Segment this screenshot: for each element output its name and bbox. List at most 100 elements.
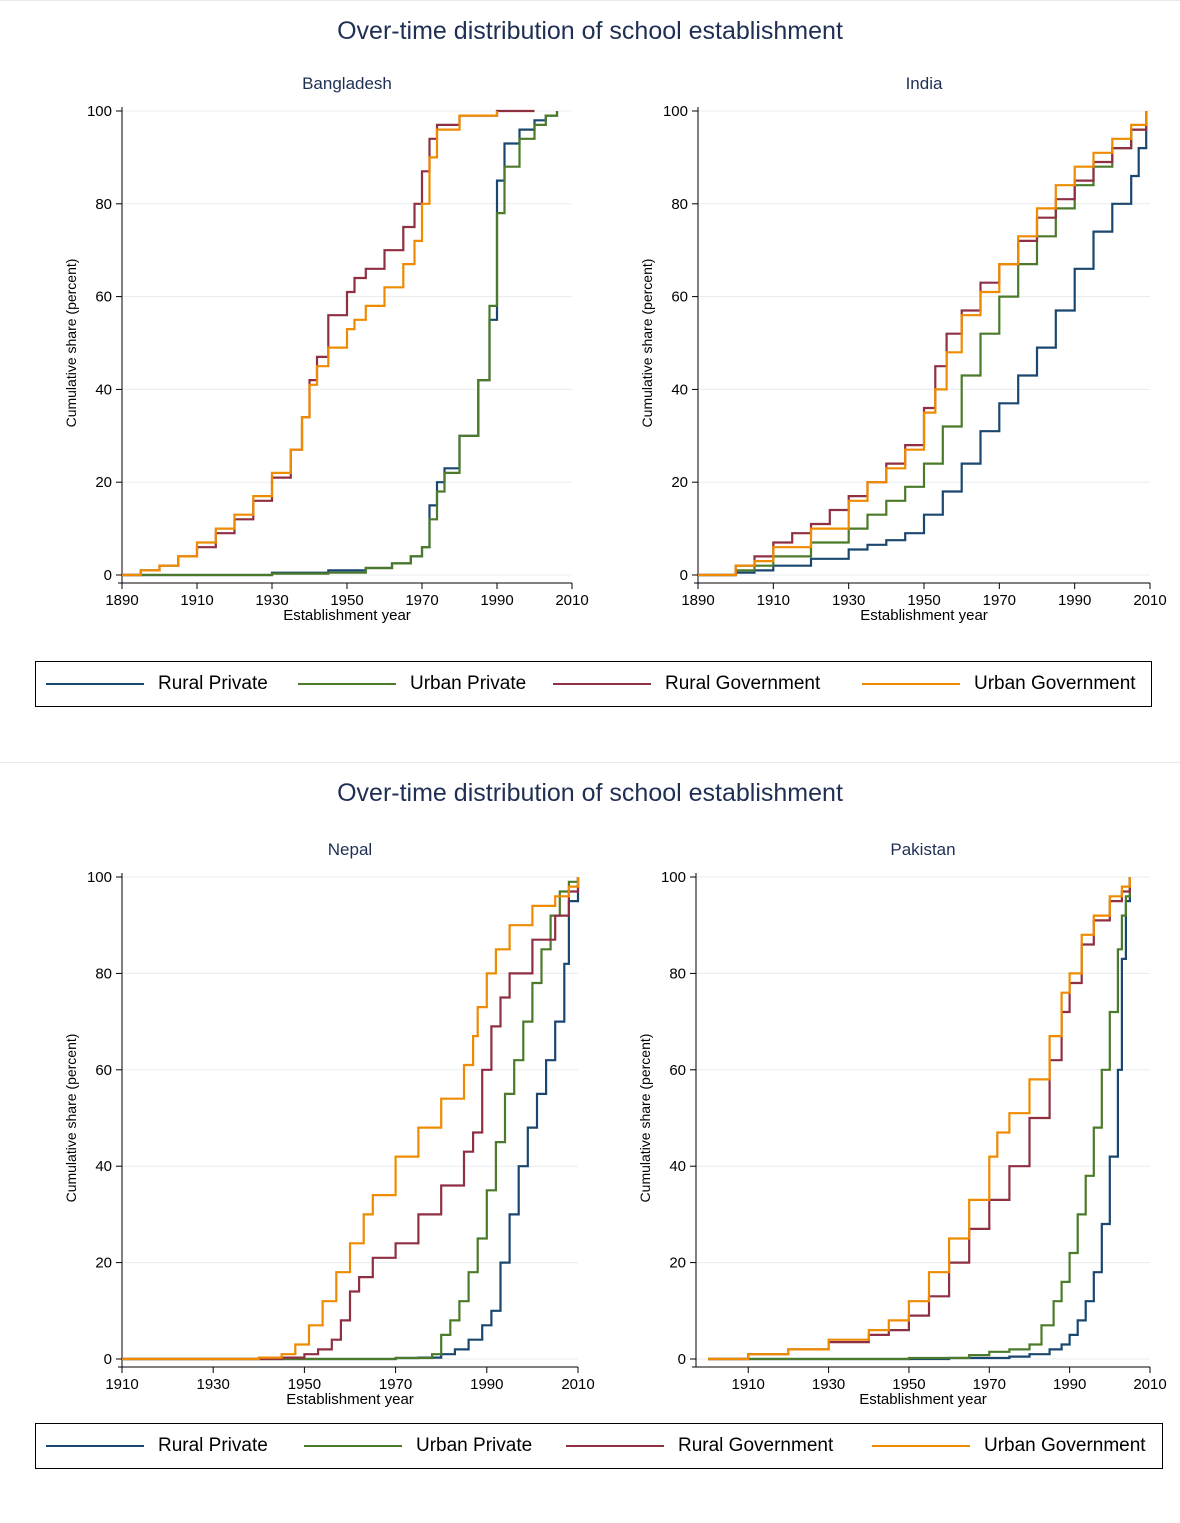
y-tick-label: 100	[661, 869, 686, 886]
y-tick-label: 0	[104, 567, 112, 584]
y-tick-label: 60	[95, 1062, 112, 1079]
panel-nepal: 0 20 40 60 80 100 1910 1930 1950 1970 1990 2010 Nepa…	[63, 840, 595, 1408]
legend-item-rural-government: Rural Government	[566, 1424, 833, 1468]
legend-swatch	[46, 683, 144, 685]
legend-item-rural-government: Rural Government	[553, 662, 820, 706]
y-tick-label: 40	[671, 381, 688, 398]
y-tick-label: 40	[95, 1158, 112, 1175]
series-line-urban-private	[122, 111, 559, 577]
legend-label: Urban Government	[984, 1435, 1146, 1456]
legend-swatch	[46, 1445, 144, 1447]
y-tick-label: 40	[95, 381, 112, 398]
chart-row-bottom: 0 20 40 60 80 100 1910 1930 1950 1970 1990 2010 Nepa…	[63, 840, 1167, 1408]
x-tick-label: 1950	[907, 592, 940, 609]
legend-item-urban-government: Urban Government	[862, 662, 1136, 706]
x-axis-label: Establishment year	[283, 607, 411, 624]
y-tick-label: 0	[680, 567, 688, 584]
legend: Rural Private Urban Private Rural Govern…	[35, 1423, 1163, 1469]
y-tick-label: 80	[95, 965, 112, 982]
y-tick-label: 20	[669, 1255, 686, 1272]
y-tick-label: 60	[669, 1062, 686, 1079]
y-tick-label: 60	[95, 289, 112, 306]
series-line-rural-private	[698, 111, 1148, 577]
x-tick-label: 1970	[379, 1376, 412, 1393]
y-tick-label: 0	[678, 1351, 686, 1368]
x-tick-label: 2010	[1133, 1376, 1166, 1393]
x-tick-label: 1910	[180, 592, 213, 609]
legend-item-rural-private: Rural Private	[46, 1424, 268, 1468]
x-tick-label: 1890	[105, 592, 138, 609]
legend-swatch	[862, 683, 960, 685]
y-axis-label: Cumulative share (percent)	[637, 1034, 653, 1203]
panel-title: India	[906, 74, 943, 93]
x-tick-label: 1930	[812, 1376, 845, 1393]
panel-pakistan: 0 20 40 60 80 100 1910 1930 1950 1970 1990 2010 Paki…	[637, 840, 1167, 1408]
legend-item-urban-private: Urban Private	[298, 662, 526, 706]
x-tick-label: 1970	[405, 592, 438, 609]
series-line-rural-government	[122, 877, 580, 1361]
x-tick-label: 1930	[197, 1376, 230, 1393]
series-line-urban-government	[122, 111, 499, 577]
series-line-rural-government	[698, 111, 1148, 577]
legend-label: Urban Private	[416, 1435, 533, 1456]
y-tick-label: 80	[671, 196, 688, 213]
series-line-urban-government	[122, 877, 580, 1361]
x-tick-label: 1990	[1053, 1376, 1086, 1393]
y-axis-label: Cumulative share (percent)	[639, 259, 655, 428]
x-tick-label: 2010	[555, 592, 588, 609]
legend-item-urban-private: Urban Private	[304, 1424, 532, 1468]
x-axis-label: Establishment year	[859, 1391, 987, 1408]
y-tick-label: 20	[671, 474, 688, 491]
legend-label: Rural Government	[665, 673, 821, 694]
y-tick-label: 80	[669, 965, 686, 982]
x-tick-label: 1930	[255, 592, 288, 609]
figure-title: Over-time distribution of school establi…	[337, 17, 843, 45]
y-tick-label: 100	[663, 103, 688, 120]
series-line-rural-private	[122, 877, 580, 1361]
series-line-rural-government	[122, 109, 535, 577]
panel-title: Pakistan	[890, 840, 955, 859]
x-tick-label: 2010	[561, 1376, 594, 1393]
x-tick-label: 1990	[1058, 592, 1091, 609]
series-line-urban-government	[708, 877, 1131, 1361]
series-line-rural-private	[708, 877, 1131, 1361]
y-tick-label: 60	[671, 289, 688, 306]
legend-label: Rural Private	[158, 1435, 268, 1456]
series-line-rural-government	[708, 877, 1131, 1361]
x-tick-label: 1950	[288, 1376, 321, 1393]
y-tick-label: 100	[87, 103, 112, 120]
x-tick-label: 1890	[681, 592, 714, 609]
y-tick-label: 0	[104, 1351, 112, 1368]
x-tick-label: 1910	[732, 1376, 765, 1393]
y-tick-label: 80	[95, 196, 112, 213]
legend-item-urban-government: Urban Government	[872, 1424, 1146, 1468]
legend-swatch	[298, 683, 396, 685]
legend-label: Rural Government	[678, 1435, 834, 1456]
series-line-urban-government	[698, 111, 1148, 577]
legend-swatch	[872, 1445, 970, 1447]
y-axis-label: Cumulative share (percent)	[63, 1034, 79, 1203]
legend-label: Urban Private	[410, 673, 527, 694]
x-tick-label: 1990	[480, 592, 513, 609]
legend-item-rural-private: Rural Private	[46, 662, 268, 706]
y-tick-label: 20	[95, 474, 112, 491]
x-tick-label: 1950	[892, 1376, 925, 1393]
y-tick-label: 40	[669, 1158, 686, 1175]
figure-title: Over-time distribution of school establi…	[337, 779, 843, 807]
series-line-urban-private	[708, 877, 1131, 1361]
panel-title: Nepal	[328, 840, 372, 859]
x-tick-label: 1970	[983, 592, 1016, 609]
series-line-rural-private	[122, 111, 559, 577]
legend: Rural Private Urban Private Rural Govern…	[35, 661, 1152, 707]
legend-swatch	[553, 683, 651, 685]
legend-label: Rural Private	[158, 673, 268, 694]
x-tick-label: 1910	[105, 1376, 138, 1393]
panel-title: Bangladesh	[302, 74, 392, 93]
y-tick-label: 20	[95, 1255, 112, 1272]
x-tick-label: 1910	[757, 592, 790, 609]
x-tick-label: 1950	[330, 592, 363, 609]
y-tick-label: 100	[87, 869, 112, 886]
x-tick-label: 1990	[470, 1376, 503, 1393]
panel-bangladesh: 0 20 40 60 80 100 1890 1910 1930 1950 1970 1990 2010…	[63, 74, 589, 624]
